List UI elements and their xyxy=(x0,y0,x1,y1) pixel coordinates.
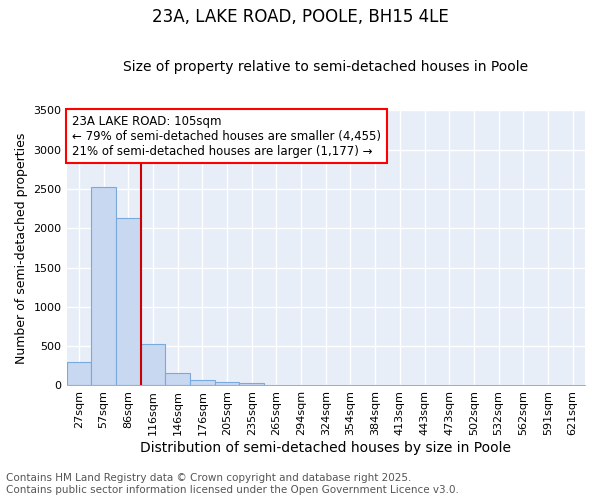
Y-axis label: Number of semi-detached properties: Number of semi-detached properties xyxy=(15,132,28,364)
Bar xyxy=(165,374,190,386)
Bar xyxy=(116,218,140,386)
Text: 23A, LAKE ROAD, POOLE, BH15 4LE: 23A, LAKE ROAD, POOLE, BH15 4LE xyxy=(152,8,448,26)
Bar xyxy=(215,382,239,386)
Bar xyxy=(140,344,165,386)
Text: 23A LAKE ROAD: 105sqm
← 79% of semi-detached houses are smaller (4,455)
21% of s: 23A LAKE ROAD: 105sqm ← 79% of semi-deta… xyxy=(72,114,381,158)
Bar xyxy=(67,362,91,386)
Bar xyxy=(239,383,264,386)
X-axis label: Distribution of semi-detached houses by size in Poole: Distribution of semi-detached houses by … xyxy=(140,441,511,455)
Bar xyxy=(264,384,289,386)
Text: Contains HM Land Registry data © Crown copyright and database right 2025.
Contai: Contains HM Land Registry data © Crown c… xyxy=(6,474,459,495)
Bar xyxy=(190,380,215,386)
Title: Size of property relative to semi-detached houses in Poole: Size of property relative to semi-detach… xyxy=(123,60,529,74)
Bar xyxy=(91,186,116,386)
